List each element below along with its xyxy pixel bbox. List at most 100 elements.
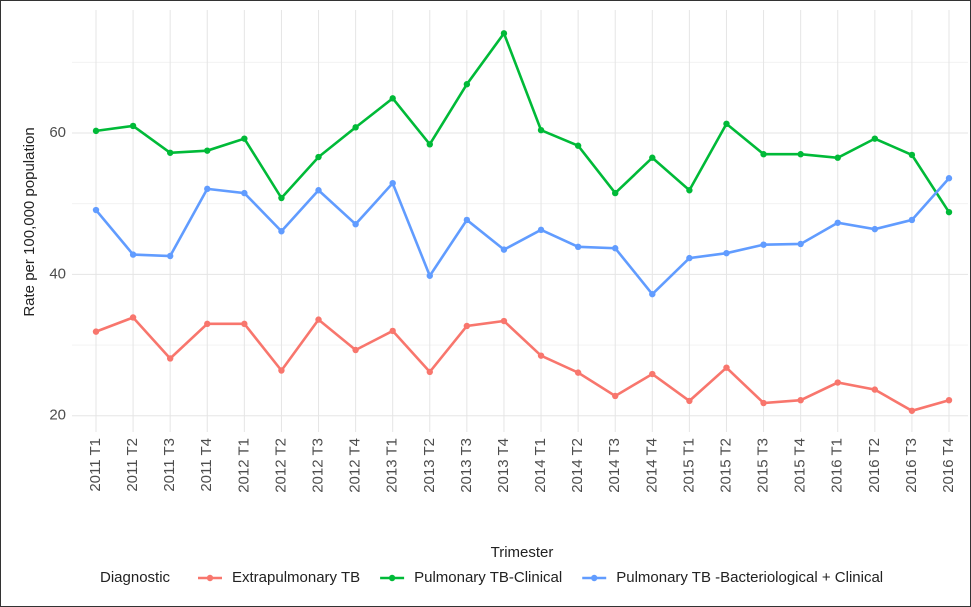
x-tick-label: 2013 T1 xyxy=(384,438,401,493)
data-point xyxy=(129,251,137,258)
data-point xyxy=(908,407,916,414)
data-point xyxy=(945,208,953,216)
data-point xyxy=(760,241,767,248)
data-point xyxy=(352,220,359,228)
data-point xyxy=(315,187,322,194)
data-point xyxy=(945,175,953,182)
data-point xyxy=(129,122,137,130)
data-point xyxy=(797,151,804,158)
series-line xyxy=(95,177,950,297)
legend-label: Pulmonary TB-Clinical xyxy=(414,569,562,586)
data-point xyxy=(612,392,619,400)
data-point xyxy=(426,272,433,279)
y-tick-label: 60 xyxy=(49,124,66,141)
data-point xyxy=(278,228,285,235)
data-point xyxy=(204,147,211,154)
x-tick-label: 2011 T4 xyxy=(198,438,215,492)
x-tick-label: 2015 T2 xyxy=(717,438,734,493)
x-tick-label: 2012 T2 xyxy=(272,438,289,493)
data-point xyxy=(389,179,396,187)
data-point xyxy=(500,317,508,325)
data-point xyxy=(463,81,471,88)
x-tick-label: 2012 T3 xyxy=(309,438,326,493)
data-point xyxy=(315,316,322,323)
x-tick-label: 2011 T3 xyxy=(161,438,178,492)
data-point xyxy=(723,249,730,257)
x-tick-label: 2016 T3 xyxy=(903,438,920,493)
data-point xyxy=(945,396,953,404)
x-tick-label: 2013 T2 xyxy=(421,438,438,493)
y-tick-label: 20 xyxy=(49,407,66,424)
data-point xyxy=(834,219,841,226)
x-tick-label: 2013 T4 xyxy=(495,438,512,493)
data-point xyxy=(649,154,656,161)
x-tick-label: 2014 T3 xyxy=(606,438,623,493)
data-point xyxy=(278,367,285,374)
data-point xyxy=(834,154,841,161)
legend-label: Pulmonary TB -Bacteriological + Clinical xyxy=(616,569,883,586)
data-point xyxy=(389,327,396,335)
x-tick-label: 2015 T3 xyxy=(755,438,772,493)
legend-key-point xyxy=(388,574,396,582)
data-point xyxy=(426,368,433,376)
y-tick-label: 40 xyxy=(49,265,66,282)
series-line xyxy=(95,30,951,213)
x-tick-label: 2012 T1 xyxy=(235,438,252,493)
data-point xyxy=(649,290,656,298)
data-point xyxy=(797,396,804,404)
data-point xyxy=(166,252,174,260)
data-point xyxy=(908,151,916,159)
data-point xyxy=(760,399,767,407)
data-point xyxy=(908,216,916,224)
data-point xyxy=(389,95,396,102)
data-point xyxy=(537,126,545,134)
data-point xyxy=(574,142,582,149)
data-point xyxy=(463,322,471,330)
data-point xyxy=(204,320,211,328)
data-point xyxy=(352,124,359,131)
x-tick-label: 2016 T2 xyxy=(866,438,883,493)
x-tick-label: 2014 T2 xyxy=(569,438,586,493)
data-point xyxy=(871,386,879,393)
x-tick-label: 2014 T1 xyxy=(532,438,549,493)
data-point xyxy=(92,206,100,214)
legend-title: Diagnostic xyxy=(100,569,171,586)
data-point xyxy=(241,320,248,328)
x-tick-label: 2015 T4 xyxy=(792,438,809,493)
data-point xyxy=(204,185,211,193)
legend-key-point xyxy=(206,574,214,582)
data-point xyxy=(352,346,359,354)
x-axis-label: Trimester xyxy=(491,544,554,561)
data-point xyxy=(871,225,879,233)
data-point xyxy=(166,355,174,362)
data-point xyxy=(129,314,137,321)
x-tick-label: 2012 T4 xyxy=(347,438,364,493)
data-point xyxy=(797,240,804,248)
x-tick-label: 2011 T2 xyxy=(124,438,141,492)
legend-label: Extrapulmonary TB xyxy=(232,569,360,586)
data-point xyxy=(834,379,841,386)
data-point xyxy=(500,30,508,37)
data-point xyxy=(612,189,619,197)
data-point xyxy=(537,352,545,359)
legend-key-point xyxy=(591,574,598,582)
data-point xyxy=(166,149,174,156)
data-point xyxy=(241,189,248,197)
x-tick-label: 2015 T1 xyxy=(680,438,697,493)
x-tick-label: 2016 T4 xyxy=(940,438,957,493)
data-point xyxy=(723,364,730,371)
data-point xyxy=(686,254,693,262)
y-axis-label: Rate per 100,000 population xyxy=(21,127,38,316)
data-point xyxy=(463,216,471,224)
data-point xyxy=(686,187,693,194)
data-point xyxy=(426,141,433,148)
x-tick-label: 2014 T4 xyxy=(643,438,660,493)
data-point xyxy=(760,151,767,158)
data-point xyxy=(92,328,100,335)
data-point xyxy=(612,245,619,252)
data-point xyxy=(315,153,322,161)
data-point xyxy=(241,135,248,142)
data-point xyxy=(92,127,100,135)
data-point xyxy=(686,397,693,405)
